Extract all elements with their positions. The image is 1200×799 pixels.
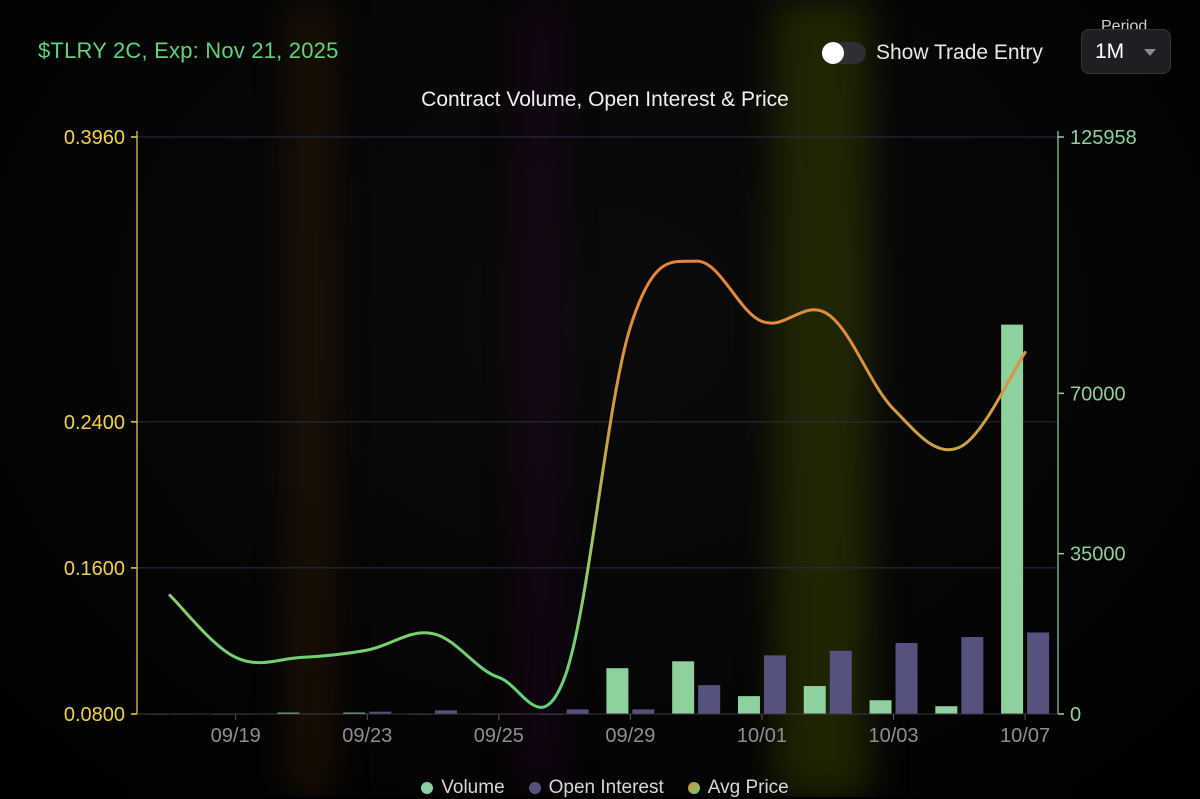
- volume-bar: [935, 706, 958, 714]
- legend-label-avg-price: Avg Price: [707, 777, 789, 798]
- left-tick-label: 0.3960: [64, 127, 125, 149]
- legend-dot-avg-price: [687, 782, 700, 794]
- x-tick-label: 10/03: [869, 725, 919, 747]
- open-interest-bar: [961, 637, 984, 714]
- x-tick-label: 09/25: [474, 725, 524, 747]
- volume-bar: [1001, 324, 1024, 714]
- show-trade-entry-toggle[interactable]: Show Trade Entry: [822, 38, 1043, 68]
- open-interest-bar: [632, 709, 655, 714]
- period-select[interactable]: 1M: [1081, 29, 1171, 74]
- x-tick-label: 10/07: [1000, 725, 1050, 747]
- x-tick-label: 09/19: [211, 725, 261, 747]
- volume-bar: [803, 686, 826, 714]
- volume-bar: [277, 712, 300, 714]
- avg-price-line: [168, 259, 1027, 709]
- chart-legend: Volume Open Interest Avg Price: [0, 777, 1200, 799]
- legend-item-avg-price[interactable]: Avg Price: [687, 777, 789, 799]
- right-tick-label: 0: [1070, 704, 1081, 726]
- open-interest-bar: [895, 642, 918, 714]
- open-interest-bar: [566, 709, 589, 714]
- volume-bar: [737, 696, 760, 714]
- legend-item-open-interest[interactable]: Open Interest: [528, 777, 664, 799]
- contract-title: $TLRY 2C, Exp: Nov 21, 2025: [38, 38, 339, 63]
- open-interest-bar: [435, 710, 458, 714]
- right-tick-label: 70000: [1070, 383, 1126, 405]
- volume-bar: [672, 661, 695, 714]
- left-tick-label: 0.0800: [64, 704, 125, 726]
- toggle-track[interactable]: [822, 42, 866, 64]
- left-tick-label: 0.2400: [64, 412, 125, 434]
- open-interest-bar: [763, 655, 786, 714]
- legend-dot-open-interest: [528, 782, 541, 794]
- right-tick-label: 35000: [1070, 544, 1126, 566]
- open-interest-bar: [369, 711, 392, 714]
- chevron-down-icon: [1144, 49, 1156, 56]
- toggle-knob[interactable]: [822, 42, 844, 64]
- period-value: 1M: [1095, 39, 1125, 63]
- legend-label-volume: Volume: [441, 777, 505, 798]
- chart-title: Contract Volume, Open Interest & Price: [421, 88, 789, 111]
- toggle-label: Show Trade Entry: [876, 41, 1043, 64]
- legend-label-open-interest: Open Interest: [548, 777, 664, 798]
- open-interest-bar: [1027, 632, 1050, 714]
- volume-bar: [606, 668, 629, 714]
- x-tick-label: 09/23: [342, 725, 392, 747]
- right-tick-label: 125958: [1070, 127, 1137, 149]
- legend-dot-volume: [421, 782, 434, 794]
- open-interest-bar: [829, 650, 852, 714]
- legend-item-volume[interactable]: Volume: [421, 777, 505, 799]
- volume-bar: [343, 712, 366, 714]
- left-tick-label: 0.1600: [64, 558, 125, 580]
- x-tick-label: 10/01: [737, 725, 787, 747]
- volume-bar: [869, 700, 892, 714]
- x-tick-label: 09/29: [605, 725, 655, 747]
- open-interest-bar: [698, 685, 721, 714]
